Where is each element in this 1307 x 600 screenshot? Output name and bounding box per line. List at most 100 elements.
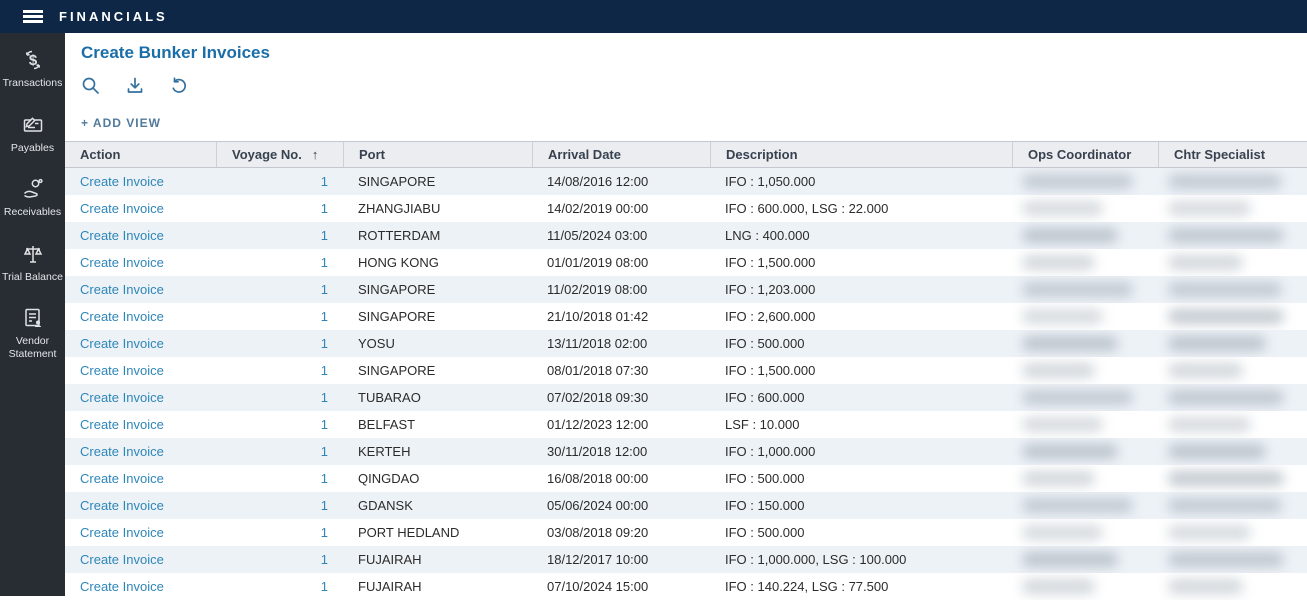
toolbar — [81, 76, 1307, 96]
reset-button[interactable] — [169, 76, 189, 96]
column-header-ops-coordinator[interactable]: Ops Coordinator — [1012, 142, 1158, 167]
column-header-description[interactable]: Description — [710, 142, 1012, 167]
blurred-content — [1168, 471, 1285, 486]
table-row: Create Invoice 1 SINGAPORE 21/10/2018 01… — [65, 303, 1307, 330]
arrival-date-cell: 07/02/2018 09:30 — [547, 390, 649, 405]
ops-coordinator-redacted — [1012, 465, 1158, 492]
blurred-content — [1022, 444, 1118, 459]
chtr-specialist-redacted — [1158, 195, 1307, 222]
create-invoice-link[interactable]: Create Invoice — [80, 255, 164, 270]
ops-coordinator-redacted — [1012, 249, 1158, 276]
sidebar-item-label: Vendor Statement — [8, 335, 57, 360]
table-row: Create Invoice 1 SINGAPORE 11/02/2019 08… — [65, 276, 1307, 303]
column-header-chtr-specialist[interactable]: Chtr Specialist — [1158, 142, 1307, 167]
ops-coordinator-redacted — [1012, 384, 1158, 411]
voyage-no-cell: 1 — [320, 444, 328, 459]
ops-coordinator-redacted — [1012, 276, 1158, 303]
create-invoice-link[interactable]: Create Invoice — [80, 363, 164, 378]
column-header-port[interactable]: Port — [343, 142, 532, 167]
voyage-no-cell: 1 — [320, 174, 328, 189]
description-cell: IFO : 500.000 — [725, 471, 805, 486]
table-row: Create Invoice 1 BELFAST 01/12/2023 12:0… — [65, 411, 1307, 438]
sidebar-item-label: Transactions — [2, 77, 63, 89]
blurred-content — [1022, 336, 1118, 351]
sidebar-item-trial-balance[interactable]: Trial Balance — [0, 242, 65, 284]
chtr-specialist-redacted — [1158, 276, 1307, 303]
ops-coordinator-redacted — [1012, 195, 1158, 222]
ops-coordinator-redacted — [1012, 573, 1158, 600]
create-invoice-link[interactable]: Create Invoice — [80, 201, 164, 216]
create-invoice-link[interactable]: Create Invoice — [80, 525, 164, 540]
blurred-content — [1022, 174, 1133, 189]
column-header-voyage-no[interactable]: Voyage No. ↑ — [216, 142, 343, 167]
arrival-date-cell: 21/10/2018 01:42 — [547, 309, 649, 324]
port-cell: FUJAIRAH — [358, 579, 422, 594]
search-button[interactable] — [81, 76, 101, 96]
download-button[interactable] — [125, 76, 145, 96]
ops-coordinator-redacted — [1012, 168, 1158, 195]
column-header-arrival-date[interactable]: Arrival Date — [532, 142, 710, 167]
sidebar-item-receivables[interactable]: Receivables — [0, 177, 65, 219]
create-invoice-link[interactable]: Create Invoice — [80, 228, 164, 243]
column-header-label: Voyage No. — [232, 147, 302, 162]
port-cell: SINGAPORE — [358, 363, 436, 378]
create-invoice-link[interactable]: Create Invoice — [80, 552, 164, 567]
create-invoice-link[interactable]: Create Invoice — [80, 174, 164, 189]
sidebar-item-vendor-statement[interactable]: Vendor Statement — [0, 306, 65, 360]
chtr-specialist-redacted — [1158, 411, 1307, 438]
blurred-content — [1168, 174, 1282, 189]
create-invoice-link[interactable]: Create Invoice — [80, 336, 164, 351]
create-invoice-link[interactable]: Create Invoice — [80, 579, 164, 594]
table-row: Create Invoice 1 ZHANGJIABU 14/02/2019 0… — [65, 195, 1307, 222]
create-invoice-link[interactable]: Create Invoice — [80, 282, 164, 297]
table-row: Create Invoice 1 FUJAIRAH 07/10/2024 15:… — [65, 573, 1307, 600]
create-invoice-link[interactable]: Create Invoice — [80, 444, 164, 459]
blurred-content — [1022, 498, 1133, 513]
sidebar-item-payables[interactable]: Payables — [0, 113, 65, 155]
menu-button[interactable] — [0, 8, 65, 26]
vendor-statement-icon — [24, 309, 41, 328]
blurred-content — [1022, 255, 1096, 270]
port-cell: HONG KONG — [358, 255, 439, 270]
arrival-date-cell: 11/05/2024 03:00 — [547, 228, 648, 243]
create-invoice-link[interactable]: Create Invoice — [80, 309, 164, 324]
column-header-action[interactable]: Action — [80, 147, 121, 162]
create-invoice-link[interactable]: Create Invoice — [80, 471, 164, 486]
table-row: Create Invoice 1 HONG KONG 01/01/2019 08… — [65, 249, 1307, 276]
app-title: FINANCIALS — [59, 9, 168, 24]
create-invoice-link[interactable]: Create Invoice — [80, 390, 164, 405]
description-cell: IFO : 500.000 — [725, 336, 805, 351]
chtr-specialist-redacted — [1158, 222, 1307, 249]
blurred-content — [1022, 282, 1133, 297]
add-view-button[interactable]: + ADD VIEW — [81, 116, 161, 130]
table-row: Create Invoice 1 QINGDAO 16/08/2018 00:0… — [65, 465, 1307, 492]
voyage-no-cell: 1 — [320, 498, 328, 513]
arrival-date-cell: 14/08/2016 12:00 — [547, 174, 649, 189]
port-cell: FUJAIRAH — [358, 552, 422, 567]
arrival-date-cell: 14/02/2019 00:00 — [547, 201, 649, 216]
description-cell: IFO : 140.224, LSG : 77.500 — [725, 579, 889, 594]
create-invoice-link[interactable]: Create Invoice — [80, 498, 164, 513]
arrival-date-cell: 03/08/2018 09:20 — [547, 525, 649, 540]
blurred-content — [1168, 444, 1267, 459]
create-invoice-link[interactable]: Create Invoice — [80, 417, 164, 432]
blurred-content — [1168, 282, 1282, 297]
chtr-specialist-redacted — [1158, 492, 1307, 519]
voyage-no-cell: 1 — [320, 336, 328, 351]
sidebar-item-label: Payables — [10, 141, 55, 154]
arrival-date-cell: 13/11/2018 02:00 — [547, 336, 648, 351]
sidebar-item-label: Trial Balance — [2, 270, 63, 283]
blurred-content — [1022, 471, 1096, 486]
port-cell: BELFAST — [358, 417, 416, 432]
ops-coordinator-redacted — [1012, 492, 1158, 519]
ops-coordinator-redacted — [1012, 222, 1158, 249]
voyage-no-cell: 1 — [320, 471, 328, 486]
sidebar-item-transactions[interactable]: $ Transactions — [0, 48, 65, 90]
port-cell: SINGAPORE — [358, 309, 436, 324]
blurred-content — [1022, 390, 1133, 405]
transactions-icon: $ — [25, 50, 40, 70]
voyage-no-cell: 1 — [320, 309, 328, 324]
table-row: Create Invoice 1 GDANSK 05/06/2024 00:00… — [65, 492, 1307, 519]
description-cell: IFO : 2,600.000 — [725, 309, 816, 324]
sort-asc-icon: ↑ — [311, 147, 319, 162]
